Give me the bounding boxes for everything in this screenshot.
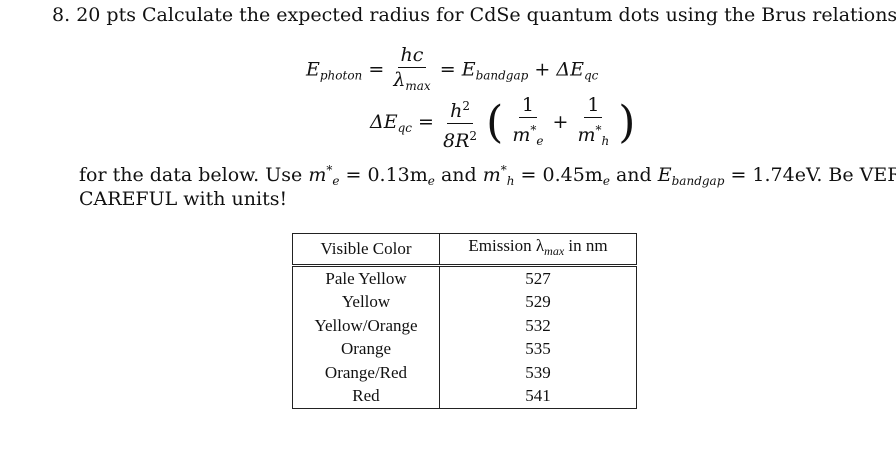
eq1-plus: + (534, 58, 551, 81)
eq1-rhs1-sub: bandgap (475, 68, 529, 83)
cell-color: Yellow/Orange (292, 313, 440, 337)
eq2-inner2-star: * (595, 123, 602, 137)
cell-emission: 535 (439, 337, 637, 361)
header-visible-color: Visible Color (292, 233, 440, 267)
eq2-inner1-sub: e (536, 134, 544, 148)
eq1-equals-1: = (368, 58, 385, 81)
instr-me-value: = 0.13m (345, 164, 428, 186)
eq2-plus: + (552, 111, 569, 133)
eq2-inner2-num: 1 (584, 94, 603, 118)
instr-and-1: and (440, 164, 477, 186)
problem-points: 20 pts (76, 4, 136, 26)
eq1-frac-num: hc (397, 44, 427, 68)
instructions-line-1: for the data below. Use m*e = 0.13me and… (79, 163, 896, 188)
header-emission: Emission λmax in nm (439, 233, 637, 267)
instr-me-star: * (326, 163, 333, 177)
table-row: Yellow/Orange 532 (292, 313, 637, 337)
eq2-8r: 8R (443, 129, 470, 152)
eq1-lambda: λ (393, 69, 406, 91)
instr-mh-star: * (500, 163, 507, 177)
table-header-row: Visible Color Emission λmax in nm (292, 233, 637, 267)
eq1-frac-den: λmax (390, 68, 433, 97)
eq2-equals: = (418, 111, 434, 133)
eq2-inner2-sub: h (601, 134, 610, 148)
problem-text: Calculate the expected radius for CdSe q… (142, 4, 896, 26)
eq2-left-paren: ( (486, 97, 504, 148)
cell-color: Yellow (292, 290, 440, 314)
eq2-inner1-den: m*e (509, 118, 546, 152)
eq2-inner1-num: 1 (518, 94, 537, 118)
equation-photon-energy: Ephoton = hc λmax = Ebandgap + ΔEqc (306, 44, 598, 97)
instr-eg-sym: E (657, 164, 672, 186)
eq2-8r-sup: 2 (469, 128, 478, 143)
instr-me-value-sub: e (427, 174, 435, 188)
eq1-equals-2: = (439, 58, 456, 81)
instr-mh-value: = 0.45m (520, 164, 603, 186)
equation-confinement-energy: ΔEqc = h2 8R2 ( 1 m*e + 1 m*h ) (370, 94, 635, 152)
eq1-rhs1: E (461, 58, 476, 81)
instr-and-2: and (615, 164, 652, 186)
table-row: Yellow 529 (292, 290, 637, 314)
cell-emission: 529 (439, 290, 637, 314)
eq2-h: h (450, 99, 463, 122)
cell-color: Orange (292, 337, 440, 361)
eq1-rhs2-sub: qc (583, 68, 599, 83)
header-emission-sub: max (544, 244, 565, 258)
eq2-inner2-den: m*h (574, 118, 612, 152)
emission-table: Visible Color Emission λmax in nm Pale Y… (292, 233, 637, 409)
instr-me-sub: e (332, 174, 340, 188)
cell-emission: 541 (439, 384, 637, 409)
instr-mh-sym: m (482, 164, 501, 186)
instr-me-sym: m (308, 164, 327, 186)
eq2-right-paren: ) (618, 97, 636, 148)
instr-mh-value-sub: e (602, 174, 610, 188)
eq2-inner1-star: * (530, 123, 537, 137)
eq2-fraction: h2 8R2 (440, 95, 480, 152)
instructions-line-2: CAREFUL with units! (79, 188, 288, 210)
eq2-lhs: ΔE (370, 111, 398, 133)
cell-emission: 532 (439, 313, 637, 337)
eq1-fraction: hc λmax (390, 44, 433, 97)
eq2-lhs-sub: qc (397, 121, 412, 135)
table-row: Pale Yellow 527 (292, 265, 637, 290)
header-emission-label: Emission λ (468, 236, 545, 255)
instr-eg-value: = 1.74eV. Be VERY (730, 164, 896, 186)
table-row: Orange 535 (292, 337, 637, 361)
cell-color: Red (292, 384, 440, 409)
eq2-frac-den: 8R2 (440, 124, 480, 152)
eq1-rhs2: ΔE (556, 58, 584, 81)
cell-color: Orange/Red (292, 360, 440, 384)
table-row: Red 541 (292, 384, 637, 409)
instr-part1: for the data below. Use (79, 164, 303, 186)
eq1-lambda-sub: max (405, 79, 431, 93)
problem-statement: 8. 20 pts Calculate the expected radius … (52, 4, 896, 26)
cell-color: Pale Yellow (292, 265, 440, 290)
eq2-frac-num: h2 (447, 95, 473, 124)
table-row: Orange/Red 539 (292, 360, 637, 384)
eq2-h-sup: 2 (462, 98, 470, 113)
eq2-inner1-m: m (512, 124, 531, 146)
eq1-lhs: E (306, 58, 320, 81)
eq2-inner-fraction-1: 1 m*e (509, 94, 546, 152)
instr-eg-sub: bandgap (671, 174, 725, 188)
eq2-inner-fraction-2: 1 m*h (574, 94, 612, 152)
instr-mh-sub: h (506, 174, 515, 188)
cell-emission: 539 (439, 360, 637, 384)
problem-number: 8. (52, 4, 71, 26)
cell-emission: 527 (439, 265, 637, 290)
eq2-inner2-m: m (577, 124, 596, 146)
header-emission-unit: in nm (568, 236, 608, 255)
eq1-lhs-sub: photon (319, 68, 363, 83)
